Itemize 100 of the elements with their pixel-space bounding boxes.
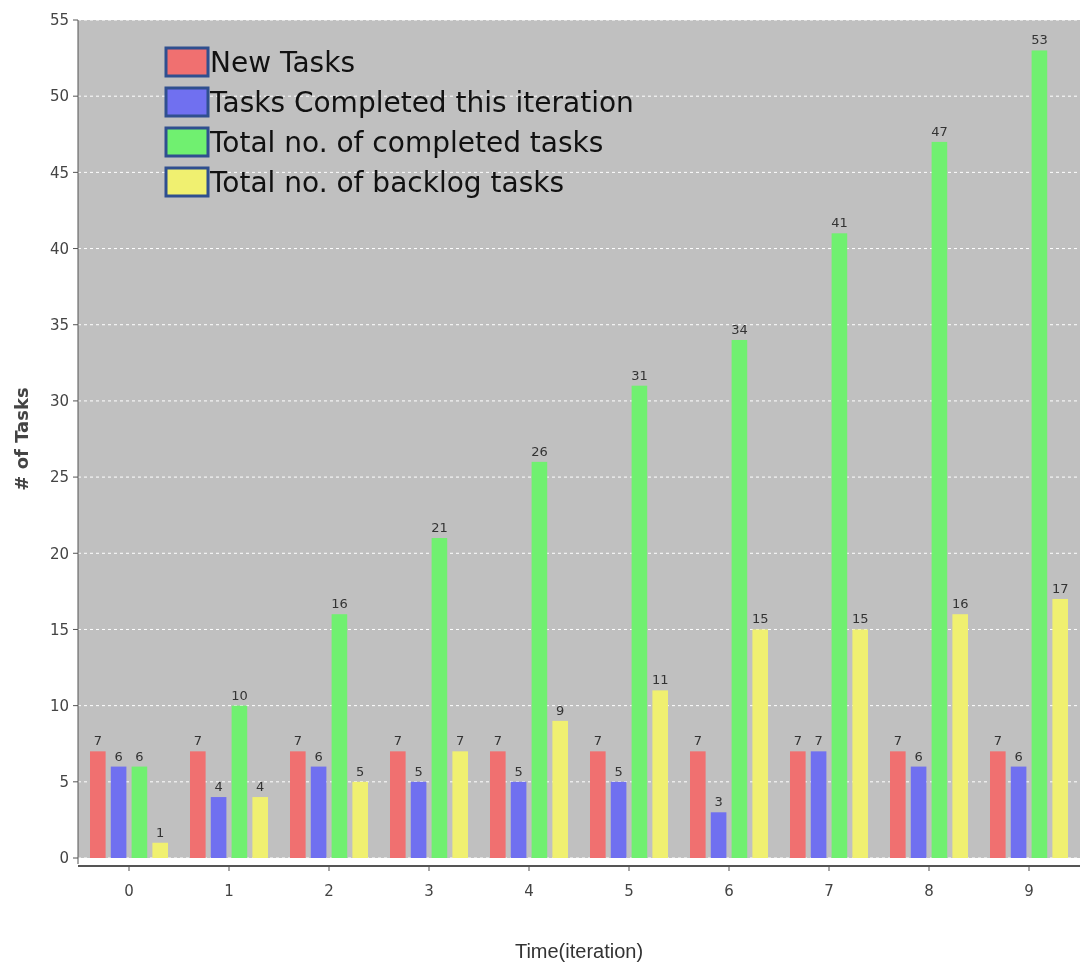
legend-label: Total no. of completed tasks — [209, 125, 604, 159]
x-tick-label: 2 — [324, 882, 334, 900]
bar — [310, 766, 327, 858]
y-tick-label: 20 — [49, 544, 69, 563]
y-tick-label: 35 — [49, 315, 69, 334]
data-label: 15 — [851, 611, 869, 627]
data-label: 26 — [531, 443, 548, 459]
data-label: 7 — [814, 733, 823, 749]
data-label: 5 — [414, 763, 423, 779]
bar — [910, 766, 927, 858]
y-tick-label: 45 — [49, 163, 69, 182]
bar — [610, 781, 627, 858]
bar — [252, 797, 268, 858]
data-label: 9 — [556, 702, 565, 718]
y-tick-label: 15 — [49, 620, 69, 639]
data-label: 47 — [931, 123, 948, 139]
bar — [731, 339, 748, 858]
data-label: 4 — [214, 779, 223, 795]
bar — [490, 751, 506, 858]
bar — [790, 751, 806, 858]
bar — [390, 751, 406, 858]
data-label: 31 — [631, 367, 648, 383]
bar — [810, 751, 827, 858]
data-label: 5 — [614, 763, 623, 779]
bar — [952, 614, 968, 858]
data-label: 7 — [893, 733, 902, 749]
bar — [631, 385, 648, 858]
x-tick-label: 6 — [724, 882, 734, 900]
data-label: 7 — [393, 733, 402, 749]
data-label: 16 — [951, 596, 969, 612]
bar — [831, 233, 848, 858]
bar — [231, 705, 248, 858]
bar — [890, 751, 906, 858]
x-tick-label: 5 — [624, 882, 634, 900]
x-tick-label: 7 — [824, 882, 834, 900]
y-tick-label: 25 — [49, 468, 69, 487]
data-label: 6 — [114, 748, 123, 764]
bar — [352, 781, 368, 858]
data-label: 6 — [914, 748, 923, 764]
data-label: 7 — [293, 733, 302, 749]
legend-label: Tasks Completed this iteration — [209, 85, 634, 119]
data-label: 6 — [1014, 748, 1023, 764]
legend-label: Total no. of backlog tasks — [209, 165, 565, 199]
bar — [331, 614, 348, 858]
x-tick-label: 4 — [524, 882, 534, 900]
bar — [190, 751, 206, 858]
bar — [110, 766, 127, 858]
data-label: 41 — [831, 215, 848, 231]
bar — [1052, 598, 1068, 858]
bar — [210, 797, 227, 858]
data-label: 7 — [593, 733, 602, 749]
bar — [710, 812, 727, 858]
bar — [690, 751, 706, 858]
data-label: 21 — [431, 520, 448, 536]
bar — [131, 766, 148, 858]
data-label: 5 — [356, 763, 365, 779]
bar — [1010, 766, 1027, 858]
bar — [752, 629, 768, 858]
data-label: 7 — [93, 733, 102, 749]
data-label: 7 — [493, 733, 502, 749]
bar — [531, 461, 548, 858]
bar — [452, 751, 468, 858]
x-tick-label: 9 — [1024, 882, 1034, 900]
data-label: 7 — [993, 733, 1002, 749]
y-tick-label: 5 — [59, 773, 69, 792]
y-tick-label: 55 — [49, 11, 69, 30]
y-tick-label: 10 — [49, 696, 69, 715]
bar — [590, 751, 606, 858]
x-tick-label: 1 — [224, 882, 234, 900]
data-label: 6 — [314, 748, 323, 764]
data-label: 53 — [1031, 32, 1048, 48]
legend-label: New Tasks — [210, 45, 355, 79]
data-label: 1 — [156, 824, 165, 840]
x-tick-label: 8 — [924, 882, 934, 900]
y-tick-label: 50 — [49, 87, 69, 106]
x-tick-label: 3 — [424, 882, 434, 900]
data-label: 17 — [1051, 580, 1069, 596]
bar — [152, 842, 168, 858]
bar — [510, 781, 527, 858]
bar — [990, 751, 1006, 858]
data-label: 34 — [731, 321, 748, 337]
data-label: 7 — [793, 733, 802, 749]
bar — [652, 690, 668, 858]
data-label: 10 — [231, 687, 248, 703]
bar — [290, 751, 306, 858]
data-label: 5 — [514, 763, 523, 779]
y-tick-label: 40 — [49, 239, 69, 258]
data-label: 3 — [714, 794, 723, 810]
data-label: 7 — [693, 733, 702, 749]
x-tick-label: 0 — [124, 882, 134, 900]
y-tick-label: 30 — [49, 392, 69, 411]
bar — [410, 781, 427, 858]
data-label: 6 — [135, 748, 144, 764]
x-axis-title: Time(iteration) — [514, 940, 644, 962]
bar — [90, 751, 106, 858]
data-label: 15 — [751, 611, 769, 627]
data-label: 4 — [256, 779, 265, 795]
data-label: 11 — [651, 672, 669, 688]
y-axis-title: # of Tasks — [11, 387, 32, 491]
bar — [931, 141, 948, 858]
